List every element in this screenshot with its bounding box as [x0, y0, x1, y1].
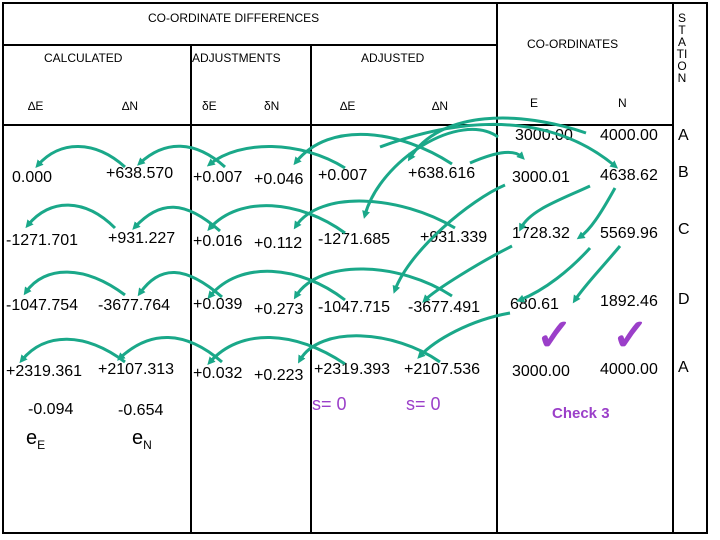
arrow-row3-sum-e — [516, 246, 592, 303]
arrow-row3-adje-to-adjde — [207, 269, 346, 302]
row3-northing: 1892.46 — [600, 293, 658, 310]
header-divider — [2, 44, 496, 46]
arrow-row4-de-to-adje — [19, 337, 126, 364]
arrow-row3-prev-e — [422, 244, 513, 303]
col-line-3 — [496, 2, 498, 534]
row1-adjusted-delta-n: +638.616 — [408, 165, 476, 182]
border-left — [2, 2, 4, 534]
check-label: Check 3 — [552, 405, 610, 422]
row2-northing: 5569.96 — [600, 225, 658, 242]
row4-adjusted-delta-e: +2319.393 — [314, 361, 391, 378]
col-line-2 — [310, 44, 312, 534]
row4-adj-e: +0.032 — [193, 365, 243, 382]
coordinates-heading: CO-ORDINATES — [527, 37, 619, 51]
arrow-row2-adje-to-adjde — [207, 204, 346, 235]
row3-station: D — [678, 291, 690, 308]
arrow-row1-adjn-to-adjdn — [293, 132, 453, 166]
row1-station: B — [678, 164, 689, 181]
station-heading: STATION — [676, 11, 688, 85]
row4-adjusted-delta-n: +2107.536 — [404, 361, 481, 378]
arrow-row2-de-to-adje — [25, 203, 117, 230]
row2-adj-n: +0.112 — [254, 235, 303, 252]
row1-adjusted-delta-e: +0.007 — [318, 167, 368, 184]
row4-delta-e: +2319.361 — [6, 363, 83, 380]
col-line-4 — [672, 2, 674, 534]
border-top — [2, 2, 708, 4]
row1-adj-n: +0.046 — [254, 171, 304, 188]
adjustments-heading: ADJUSTMENTS — [192, 51, 281, 65]
row3-adj-e: +0.039 — [193, 296, 243, 313]
arrow-row2-prev-n — [519, 184, 591, 232]
arrow-row3-dn-to-adjn — [137, 271, 223, 299]
col-header-delta-e: ∆E — [28, 99, 44, 113]
arrow-row4-dn-to-adjn — [117, 336, 223, 364]
row4-northing: 4000.00 — [600, 361, 658, 378]
row1-adj-e: +0.007 — [193, 169, 243, 186]
row3-adj-n: +0.273 — [254, 301, 304, 318]
row2-adjusted-delta-e: -1271.685 — [318, 231, 391, 248]
arrow-row2-adjn-to-adjdn — [293, 199, 456, 230]
header-bottom-line — [2, 124, 672, 126]
row2-delta-e: -1271.701 — [6, 232, 79, 249]
check-tick-easting: ✓ — [536, 311, 573, 360]
misclosure-n-symbol: eN — [132, 427, 152, 452]
arrow-row1-de-to-adje — [35, 145, 127, 169]
row2-station: C — [678, 221, 690, 238]
col-header-adjusted-delta-e: ∆E — [340, 99, 356, 113]
calculated-heading: CALCULATED — [44, 51, 123, 65]
row1-delta-e: 0.000 — [12, 169, 53, 186]
arrow-row4-prev-e — [417, 311, 511, 359]
col-header-delta-n: ∆N — [122, 99, 139, 113]
border-bottom — [2, 532, 708, 534]
row1-easting: 3000.01 — [512, 169, 570, 186]
border-right — [706, 2, 708, 534]
col-header-northing: N — [618, 96, 627, 110]
row4-adj-n: +0.223 — [254, 367, 304, 384]
arrow-row1-adje-to-adjde — [206, 145, 346, 170]
start-northing: 4000.00 — [600, 127, 658, 144]
col-header-adj-e: δE — [202, 99, 217, 113]
col-header-adjusted-delta-n: ∆N — [432, 99, 449, 113]
sum-adjusted-e: s= 0 — [312, 394, 347, 414]
row3-adjusted-delta-n: -3677.491 — [408, 299, 481, 316]
start-easting: 3000.00 — [515, 127, 573, 144]
row2-delta-n: +931.227 — [108, 230, 176, 247]
misclosure-e-value: -0.094 — [28, 401, 74, 418]
arrow-row3-adjn-to-adjdn — [293, 267, 453, 300]
arrow-row1-start-n — [407, 116, 587, 162]
arrow-row2-sum-n — [576, 187, 617, 240]
sum-adjusted-n: s= 0 — [406, 394, 441, 414]
arrow-row3-sum-n — [572, 245, 622, 304]
row3-delta-e: -1047.754 — [6, 297, 79, 314]
misclosure-e-symbol: eE — [26, 427, 46, 452]
arrow-row3-de-to-adje — [23, 270, 126, 297]
arrow-row1-sum-e — [469, 150, 525, 165]
row4-easting: 3000.00 — [512, 363, 570, 380]
arrow-row2-dn-to-adjn — [132, 205, 221, 233]
coordinate-differences-heading: CO-ORDINATE DIFFERENCES — [148, 11, 320, 25]
arrow-row1-start-e — [362, 127, 499, 219]
row4-delta-n: +2107.313 — [98, 361, 175, 378]
row1-delta-n: +638.570 — [106, 165, 174, 182]
row4-station: A — [678, 359, 689, 376]
misclosure-n-value: -0.654 — [118, 402, 164, 419]
row2-adj-e: +0.016 — [193, 233, 243, 250]
adjusted-heading: ADJUSTED — [361, 51, 425, 65]
row3-delta-n: -3677.764 — [98, 297, 171, 314]
arrow-row2-prev-e — [392, 183, 506, 294]
row2-easting: 1728.32 — [512, 225, 570, 242]
check-tick-northing: ✓ — [612, 311, 649, 360]
arrow-row1-sum-n — [379, 122, 619, 169]
start-station: A — [678, 127, 689, 144]
arrow-row4-adje-to-adjde — [207, 336, 346, 366]
col-header-easting: E — [530, 96, 539, 110]
row1-northing: 4638.62 — [600, 167, 658, 184]
row3-adjusted-delta-e: -1047.715 — [318, 299, 391, 316]
col-line-1 — [190, 44, 192, 534]
col-header-adj-n: δN — [264, 99, 280, 113]
